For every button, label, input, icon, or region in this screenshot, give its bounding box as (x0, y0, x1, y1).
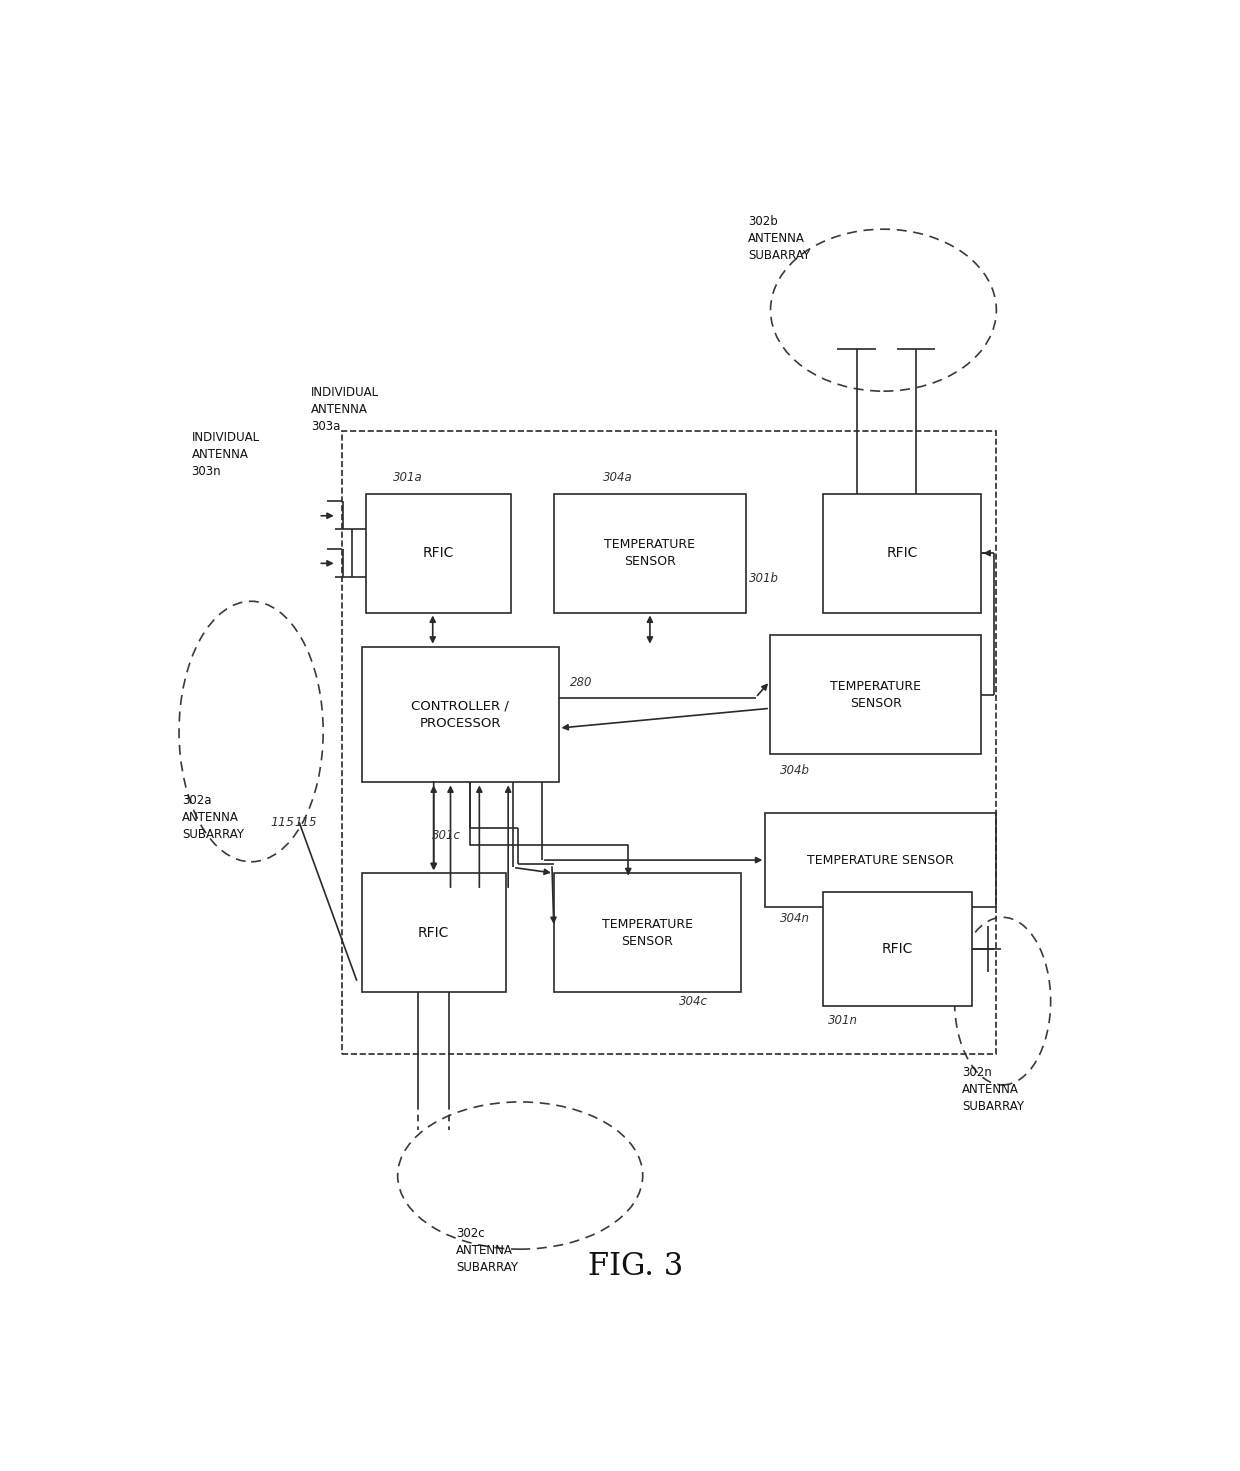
Text: 304a: 304a (603, 471, 632, 484)
Text: RFIC: RFIC (882, 941, 913, 956)
Text: RFIC: RFIC (887, 546, 918, 560)
Ellipse shape (179, 602, 324, 862)
Text: 304n: 304n (780, 912, 810, 925)
Text: 301n: 301n (828, 1014, 858, 1027)
Bar (554, 874, 742, 991)
Bar (362, 874, 506, 991)
Text: 304c: 304c (678, 994, 708, 1008)
Ellipse shape (770, 229, 997, 391)
Text: RFIC: RFIC (418, 925, 449, 940)
Text: 301a: 301a (393, 471, 423, 484)
Bar (362, 647, 558, 783)
Bar (823, 893, 972, 1006)
Bar (367, 494, 511, 612)
Text: CONTROLLER /
PROCESSOR: CONTROLLER / PROCESSOR (412, 700, 510, 730)
Text: 115: 115 (270, 815, 294, 828)
Text: TEMPERATURE
SENSOR: TEMPERATURE SENSOR (831, 680, 921, 709)
Bar (765, 813, 996, 908)
Text: 302b
ANTENNA
SUBARRAY: 302b ANTENNA SUBARRAY (748, 215, 810, 262)
Text: 115: 115 (294, 815, 317, 828)
Text: 302n
ANTENNA
SUBARRAY: 302n ANTENNA SUBARRAY (962, 1065, 1024, 1112)
Text: INDIVIDUAL
ANTENNA
303n: INDIVIDUAL ANTENNA 303n (191, 431, 259, 478)
Bar (823, 494, 982, 612)
Ellipse shape (955, 918, 1050, 1086)
Text: INDIVIDUAL
ANTENNA
303a: INDIVIDUAL ANTENNA 303a (311, 385, 378, 432)
Text: 280: 280 (570, 677, 593, 690)
Bar (554, 494, 746, 612)
Text: TEMPERATURE SENSOR: TEMPERATURE SENSOR (807, 853, 954, 866)
Text: 301c: 301c (432, 830, 461, 843)
Text: TEMPERATURE
SENSOR: TEMPERATURE SENSOR (604, 538, 696, 568)
Bar (342, 431, 996, 1055)
Text: RFIC: RFIC (423, 546, 454, 560)
Text: FIG. 3: FIG. 3 (588, 1250, 683, 1281)
Bar (770, 635, 982, 755)
Text: 304b: 304b (780, 763, 810, 777)
Text: 301b: 301b (749, 572, 779, 585)
Ellipse shape (398, 1102, 642, 1249)
Text: TEMPERATURE
SENSOR: TEMPERATURE SENSOR (601, 918, 693, 947)
Text: 302a
ANTENNA
SUBARRAY: 302a ANTENNA SUBARRAY (182, 794, 244, 841)
Text: 302c
ANTENNA
SUBARRAY: 302c ANTENNA SUBARRAY (456, 1227, 518, 1274)
